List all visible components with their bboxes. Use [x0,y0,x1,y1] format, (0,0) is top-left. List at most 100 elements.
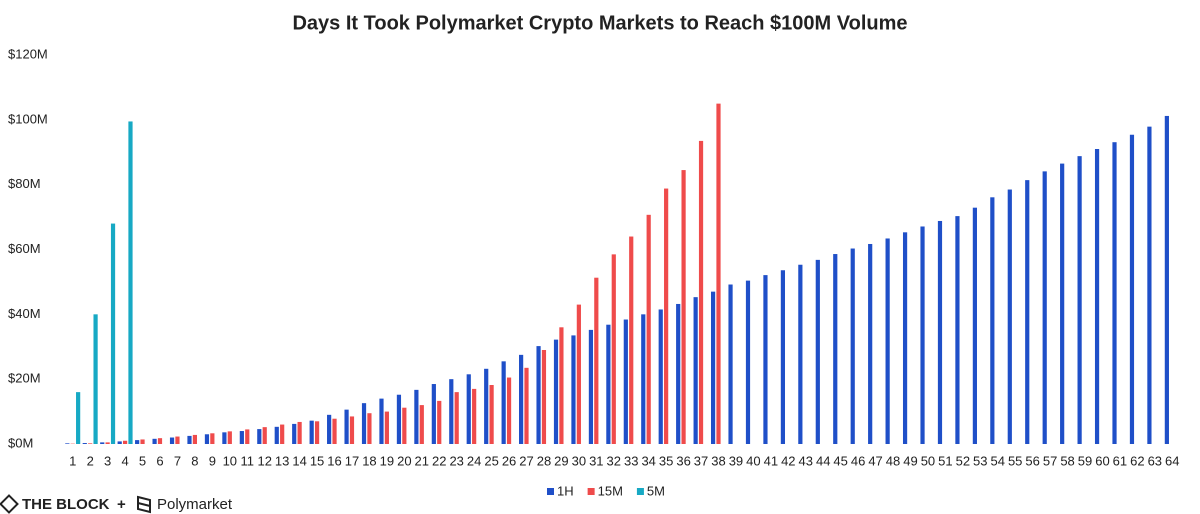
x-tick-label: 20 [397,453,411,468]
bar [93,314,98,444]
bar [1112,142,1117,444]
x-tick-label: 1 [69,453,76,468]
x-tick-label: 43 [799,453,813,468]
bar [745,280,751,444]
bar [297,421,302,444]
x-tick-label: 31 [589,453,603,468]
bar [187,435,192,444]
x-tick-label: 27 [519,453,533,468]
bar [501,361,506,444]
bar [466,374,471,444]
bar [833,254,838,444]
bar [227,431,232,444]
bar [611,254,616,444]
x-tick-label: 14 [292,453,306,468]
bar [245,429,250,444]
chart-title: Days It Took Polymarket Crypto Markets t… [292,12,907,34]
x-tick-label: 35 [659,453,673,468]
x-tick-label: 64 [1165,453,1179,468]
bar [780,270,786,444]
x-tick-label: 53 [973,453,987,468]
x-tick-label: 54 [991,453,1005,468]
bar [157,438,163,444]
x-tick-label: 9 [209,453,216,468]
bar [1147,126,1152,444]
bar [367,413,372,444]
x-tick-label: 6 [156,453,163,468]
bar [571,335,576,444]
bar [920,226,925,444]
bar [519,354,524,444]
bar [396,394,402,444]
bar [868,243,873,444]
bar [314,421,320,444]
bar [629,236,634,444]
bar [222,432,227,444]
y-tick-label: $100M [8,111,48,126]
x-tick-label: 18 [362,453,376,468]
bar [524,367,529,444]
bar [972,207,977,444]
brand: THE BLOCK [22,496,110,513]
bar [280,424,285,444]
y-tick-label: $20M [8,371,41,386]
bar [192,434,197,444]
bar [815,259,820,444]
bar [553,339,559,444]
bar [716,103,721,444]
y-tick-label: $120M [8,46,48,61]
bar [693,297,698,444]
bar [850,248,855,444]
x-tick-label: 41 [764,453,778,468]
x-tick-label: 10 [223,453,237,468]
bar [937,220,943,444]
bar [506,377,512,444]
x-tick-label: 39 [729,453,743,468]
bar [664,188,669,444]
x-tick-label: 45 [833,453,847,468]
x-tick-label: 7 [174,453,181,468]
y-tick-label: $60M [8,241,41,256]
bar [763,275,768,444]
bar [169,437,175,444]
bar [1077,156,1082,444]
partner: Polymarket [157,496,233,513]
x-tick-label: 57 [1043,453,1057,468]
x-tick-label: 2 [87,453,94,468]
x-tick-label: 60 [1095,453,1109,468]
bar [349,416,355,444]
bar [728,284,733,444]
bar [140,439,145,444]
bar [414,389,419,444]
bar [646,214,651,444]
bar [419,405,424,444]
bar [698,140,704,444]
x-tick-label: 29 [554,453,568,468]
x-tick-label: 26 [502,453,516,468]
bar [902,232,908,444]
plus: + [117,496,126,513]
bar [1094,149,1100,444]
bar [437,400,442,444]
x-tick-label: 5 [139,453,146,468]
x-tick-label: 13 [275,453,289,468]
x-tick-label: 11 [241,453,255,468]
x-tick-label: 24 [467,453,481,468]
bar [135,440,140,444]
x-tick-label: 37 [694,453,708,468]
x-tick-label: 4 [121,453,128,468]
bar [885,238,890,444]
legend-label: 5M [647,483,665,498]
bar [454,392,459,444]
bar [588,329,594,444]
bar [327,414,332,444]
x-tick-label: 32 [607,453,621,468]
x-tick-label: 33 [624,453,638,468]
bar [541,349,547,444]
bar [536,346,541,444]
bar [239,431,244,444]
x-tick-label: 19 [380,453,394,468]
x-tick-label: 25 [484,453,498,468]
bar [175,436,180,444]
